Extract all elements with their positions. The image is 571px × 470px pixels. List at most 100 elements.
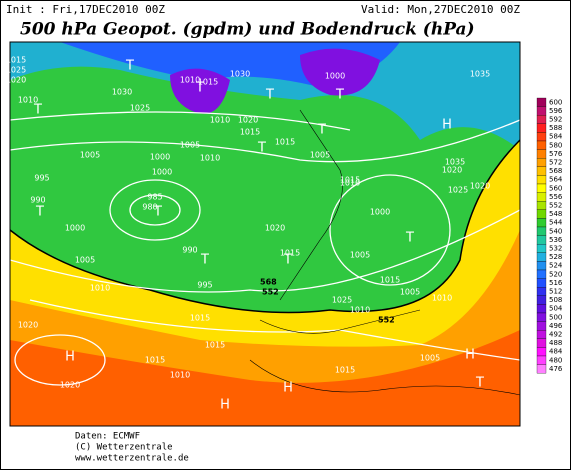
colorbar-swatch — [536, 312, 547, 322]
isobar-label: 1020 — [60, 381, 80, 390]
isobar-label: 1000 — [65, 224, 85, 233]
colorbar-swatch — [536, 106, 547, 116]
isobar-label: 1005 — [80, 151, 100, 160]
isobar-label: 1015 — [205, 341, 225, 350]
contour-label: 552 — [378, 316, 395, 325]
colorbar-label: 524 — [549, 262, 563, 270]
isobar-label: 1025 — [6, 66, 26, 75]
isobar-label: 1035 — [445, 158, 465, 167]
isobar-label: 1000 — [325, 72, 345, 81]
colorbar-label: 572 — [549, 159, 562, 167]
colorbar-swatch — [536, 183, 547, 193]
colorbar-label: 548 — [549, 210, 562, 218]
colorbar-swatch — [536, 364, 547, 374]
isobar-label: 1010 — [350, 306, 370, 315]
pressure-center: H — [442, 118, 452, 133]
isobar-label: 1015 — [145, 356, 165, 365]
colorbar-label: 564 — [549, 176, 563, 184]
colorbar-label: 492 — [549, 331, 562, 339]
colorbar-swatch — [536, 295, 547, 305]
colorbar-label: 488 — [549, 339, 562, 347]
isobar-label: 995 — [197, 281, 212, 290]
colorbar-label: 504 — [549, 305, 563, 313]
isobar-label: 1000 — [150, 153, 170, 162]
colorbar-swatch — [536, 158, 547, 167]
colorbar-label: 484 — [549, 348, 563, 356]
colorbar-label: 556 — [549, 193, 563, 201]
colorbar-swatch — [536, 261, 547, 271]
colorbar-swatch — [536, 140, 547, 150]
isobar-label: 1015 — [380, 276, 400, 285]
colorbar-swatch — [536, 347, 547, 357]
colorbar-label: 588 — [549, 124, 562, 132]
colorbar-label: 500 — [549, 313, 562, 321]
colorbar-label: 580 — [549, 141, 562, 149]
title: 500 hPa Geopot. (gpdm) und Bodendruck (h… — [20, 20, 475, 40]
colorbar-swatch — [536, 192, 547, 202]
isobar-label: 1015 — [198, 78, 218, 87]
colorbar-swatch — [536, 166, 547, 176]
isobar-label: 1005 — [400, 288, 420, 297]
pressure-center: T — [125, 59, 134, 74]
isobar-label: 1010 — [170, 371, 190, 380]
isobar-label: 1005 — [310, 151, 330, 160]
copyright: (C) Wetterzentrale — [75, 443, 173, 453]
map — [10, 42, 520, 426]
isobar-label: 1015 — [280, 249, 300, 258]
pressure-center: T — [317, 123, 326, 138]
colorbar-label: 516 — [549, 279, 563, 287]
pressure-center: H — [465, 348, 475, 363]
colorbar-label: 536 — [549, 236, 563, 244]
low-core — [170, 48, 380, 114]
colorbar-swatch — [536, 321, 547, 331]
colorbar-swatch — [536, 97, 547, 107]
isobar-label: 995 — [34, 174, 49, 183]
isobar-label: 1005 — [350, 251, 370, 260]
isobar-label: 1005 — [420, 354, 440, 363]
colorbar-label: 552 — [549, 202, 562, 210]
colorbar-label: 496 — [549, 322, 563, 330]
url: www.wetterzentrale.de — [75, 454, 189, 464]
colorbar-label: 508 — [549, 296, 562, 304]
isobar-label: 1010 — [90, 284, 110, 293]
valid-time: Valid: Mon,27DEC2010 00Z — [361, 3, 520, 16]
contour-label: 568 — [260, 278, 277, 287]
colorbar-swatch — [536, 355, 547, 365]
colorbar-swatch — [536, 330, 547, 339]
pressure-center: T — [200, 253, 209, 268]
pressure-center: T — [283, 253, 292, 268]
pressure-center: H — [220, 398, 230, 413]
colorbar-label: 576 — [549, 150, 563, 158]
init-time: Init : Fri,17DEC2010 00Z — [6, 3, 165, 16]
pressure-center: T — [33, 103, 42, 118]
isobars — [10, 111, 520, 386]
isobar-label: 1015 — [340, 176, 360, 185]
contour-line — [10, 139, 520, 314]
cold-area — [10, 42, 520, 150]
pressure-center: T — [195, 81, 204, 96]
isobar-label: 1035 — [470, 70, 490, 79]
isobar-label: 1010 — [210, 116, 230, 125]
colorbar-label: 600 — [549, 98, 562, 106]
colorbar-label: 560 — [549, 184, 562, 192]
isobar-label: 1010 — [180, 76, 200, 85]
isobar-label: 1020 — [238, 116, 258, 125]
colorbar-swatch — [536, 175, 547, 185]
pressure-center: H — [65, 350, 75, 365]
colorbar-label: 476 — [549, 365, 563, 373]
colorbar-label: 544 — [549, 219, 563, 227]
colorbar-swatch — [536, 269, 547, 279]
isobar-label: 1005 — [75, 256, 95, 265]
isobar-label: 990 — [30, 196, 45, 205]
isobar-label: 985 — [147, 193, 162, 202]
isobar-label: 1020 — [6, 76, 26, 85]
isobar-label: 1025 — [448, 186, 468, 195]
pressure-center: T — [405, 231, 414, 246]
colorbar-swatch — [536, 304, 547, 314]
colorbar-swatch — [536, 123, 547, 133]
colorbar-swatch — [536, 235, 547, 245]
pressure-center: T — [475, 376, 484, 391]
hot-core — [10, 330, 520, 426]
